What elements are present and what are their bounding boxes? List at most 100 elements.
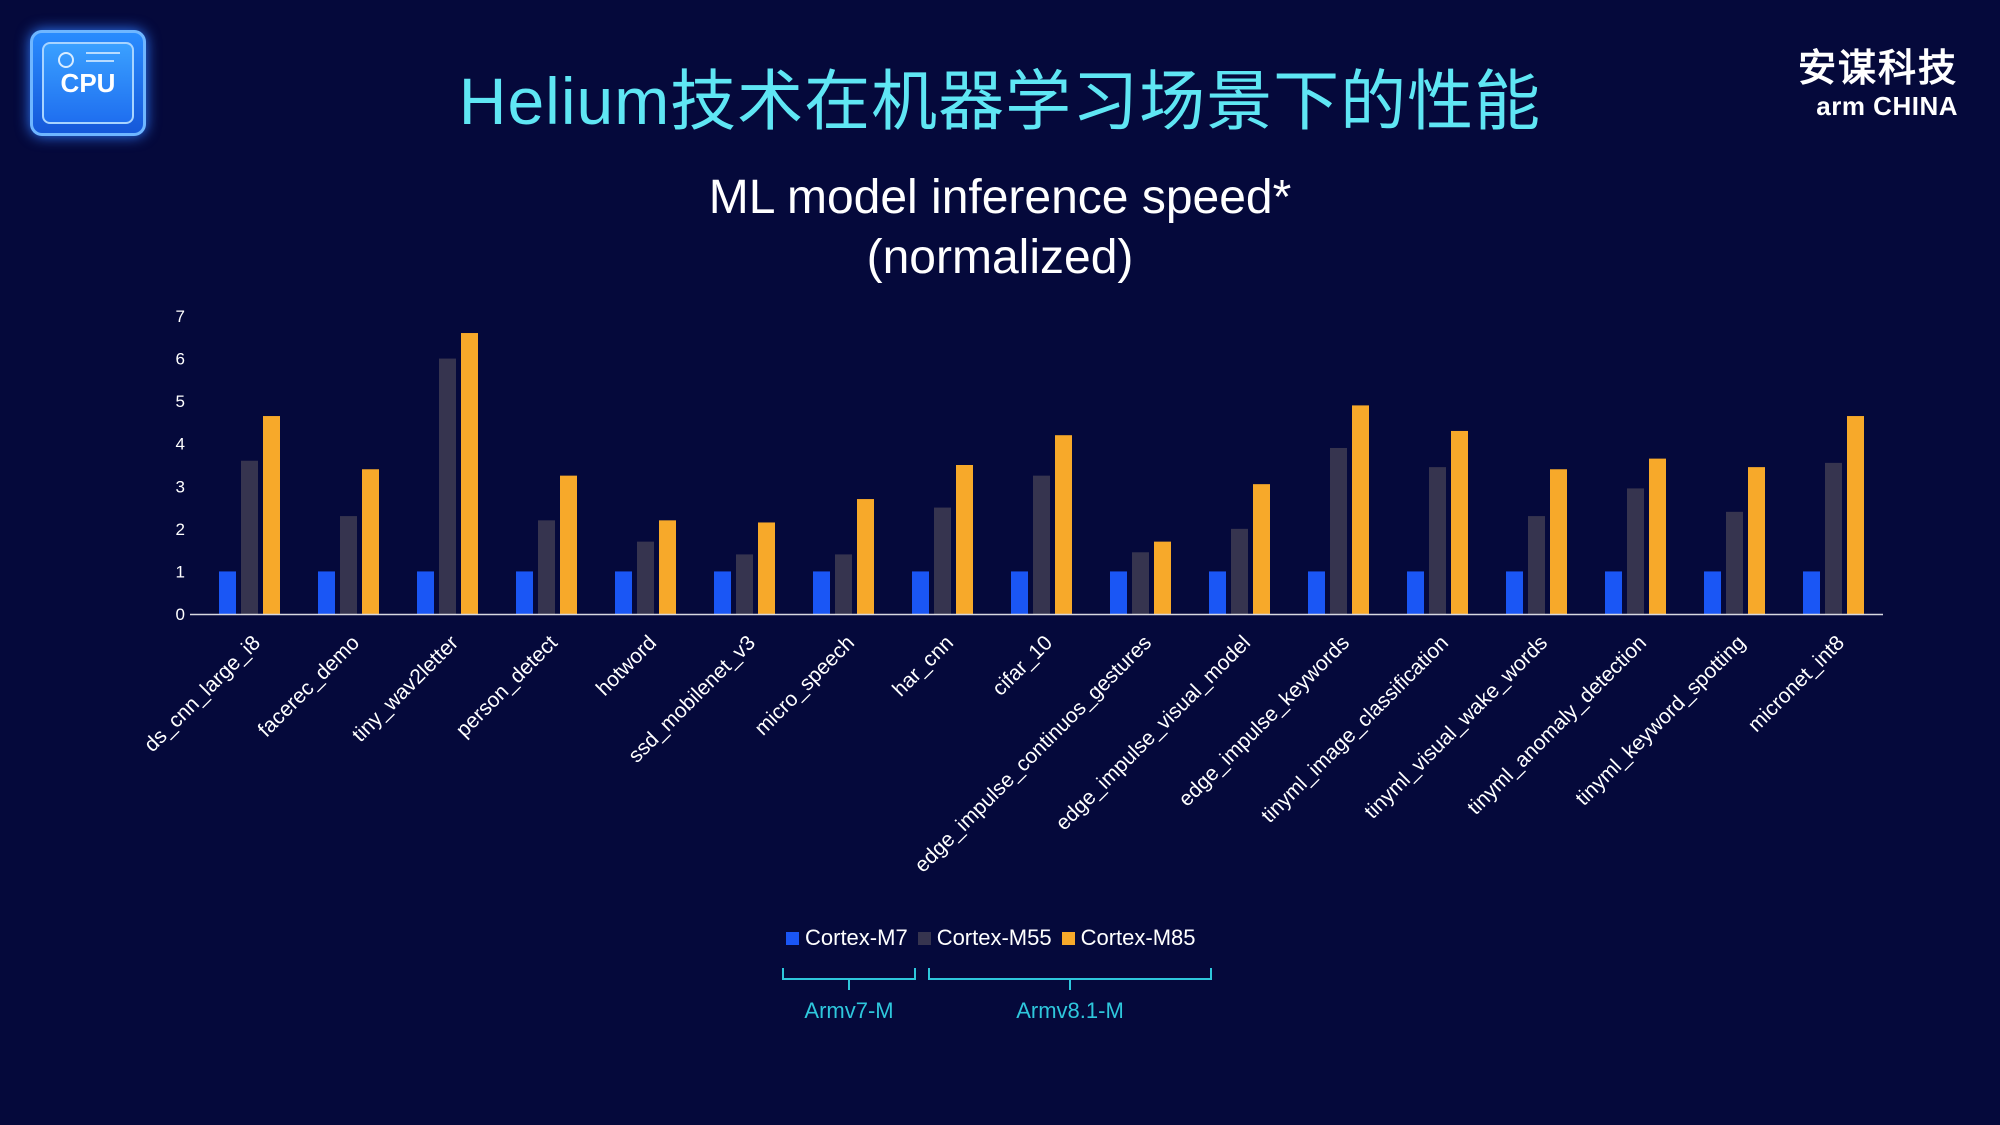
bar [1308,571,1325,614]
bar [857,499,874,614]
y-tick-label: 0 [176,605,185,624]
y-tick-label: 2 [176,520,185,539]
bar [263,416,280,614]
slide-title: Helium技术在机器学习场景下的性能 [458,64,1542,138]
brand-name-cn: 安谋科技 [1797,48,1958,90]
bar [1033,475,1050,614]
cpu-chip-icon [42,42,134,124]
legend-swatch-m85 [1061,931,1075,945]
legend-label-m85: Cortex-M85 [1080,925,1196,950]
bar [1132,552,1149,614]
chart-legend: Cortex-M7 Cortex-M55 Cortex-M85 [786,925,1206,951]
x-tick-label: tinyml_keyword_spotting [1571,631,1750,810]
legend-swatch-m55 [917,931,931,945]
bar [1726,511,1743,614]
x-tick-label: cifar_10 [988,631,1057,700]
bar [1429,467,1446,614]
bar [1055,435,1072,614]
bar [1011,571,1028,614]
chip-circle-icon [58,52,74,68]
bar [659,520,676,614]
legend-label-m55: Cortex-M55 [936,925,1052,950]
bar [1649,458,1666,614]
bar [1825,462,1842,614]
bar [1451,430,1468,614]
bar [1748,467,1765,614]
x-tick-label: tinyml_anomaly_detection [1463,631,1651,819]
bar [1506,571,1523,614]
bar [912,571,929,614]
y-tick-label: 5 [176,392,185,411]
bar [362,469,379,614]
bar [1550,469,1567,614]
x-tick-label: tiny_wav2letter [348,631,463,746]
bar [1528,516,1545,614]
cpu-badge-text: CPU [60,68,116,98]
bar [1253,484,1270,614]
brand-name-en: arm CHINA [1816,91,1958,121]
bar [1847,416,1864,614]
armv81-label: Armv8.1-M [1016,998,1124,1023]
armv81-bracket [928,968,1212,990]
legend-label-m7: Cortex-M7 [805,925,908,950]
bar [516,571,533,614]
chart-title-block: ML model inference speed* (normalized) [0,168,2000,288]
bar [1605,571,1622,614]
x-tick-label: facerec_demo [254,631,364,741]
x-tick-label: edge_impulse_keywords [1174,631,1354,811]
bar [219,571,236,614]
armv7-bracket-tick [848,978,850,990]
bar [560,475,577,614]
bar [615,571,632,614]
bar [637,541,654,614]
bar [241,460,258,614]
bar [813,571,830,614]
cpu-badge-logo: CPU [30,30,146,136]
legend-swatch-m7 [786,931,799,945]
x-tick-label: edge_impulse_visual_model [1051,631,1255,835]
bar [1231,528,1248,614]
bar [538,520,555,614]
bar [758,522,775,614]
bar [1209,571,1226,614]
y-tick-label: 7 [176,307,185,326]
x-tick-label: tinyml_image_classification [1257,631,1453,827]
legend-item-m7: Cortex-M7 [786,925,908,951]
bar [1154,541,1171,614]
bar [461,333,478,614]
bar [714,571,731,614]
bar [1803,571,1820,614]
bar [318,571,335,614]
bar [439,358,456,614]
y-tick-label: 6 [176,350,185,369]
brand-logo: 安谋科技 arm CHINA [1798,46,1958,120]
x-tick-label: person_detect [452,631,562,741]
bar [1352,405,1369,614]
x-tick-label: micronet_int8 [1744,631,1849,736]
x-tick-label: micro_speech [750,631,859,740]
x-tick-label: hotword [592,631,661,700]
armv7-bracket [782,968,916,990]
bar [934,507,951,614]
bar [1627,488,1644,614]
y-tick-label: 1 [176,562,185,581]
bar [1110,571,1127,614]
chip-line-icon [86,60,114,62]
armv81-bracket-tick [1069,978,1071,990]
bar [417,571,434,614]
bar [340,516,357,614]
y-tick-label: 4 [176,435,185,454]
x-tick-label: har_cnn [888,631,958,701]
legend-item-m85: Cortex-M85 [1061,925,1196,951]
bar [835,554,852,614]
armv7-label: Armv7-M [804,998,894,1023]
y-tick-label: 3 [176,477,185,496]
chip-line-icon [86,52,120,54]
bar [736,554,753,614]
bar [1704,571,1721,614]
bar [956,465,973,614]
bar [1407,571,1424,614]
bar [1330,447,1347,614]
chart-title: ML model inference speed* [708,171,1292,224]
